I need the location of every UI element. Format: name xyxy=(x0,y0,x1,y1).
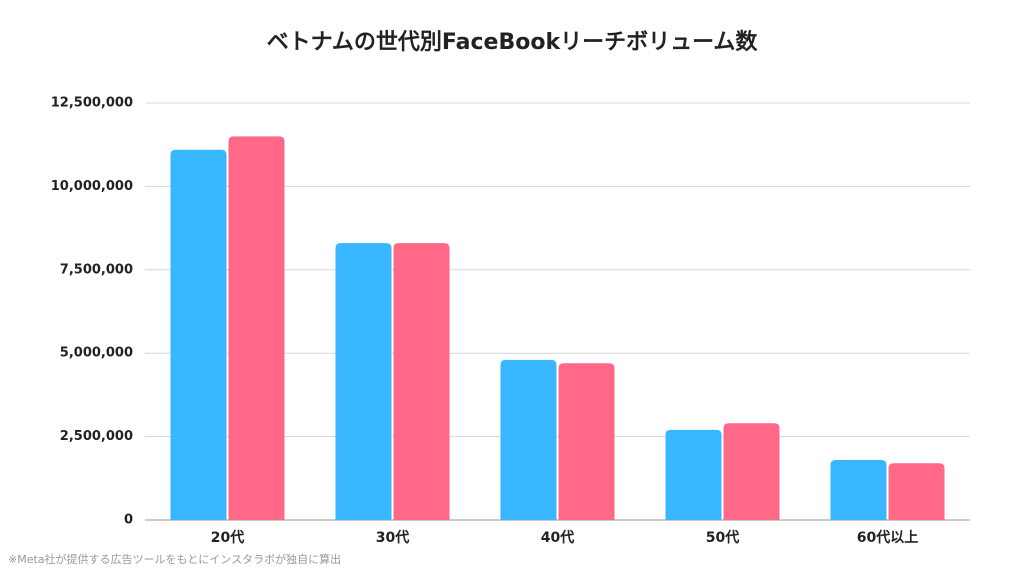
bar xyxy=(723,423,780,520)
bar xyxy=(830,459,887,520)
bar xyxy=(558,363,615,520)
bar xyxy=(335,243,392,520)
chart-title: ベトナムの世代別FaceBookリーチボリューム数 xyxy=(267,29,759,55)
y-tick-label: 0 xyxy=(124,513,133,528)
bar xyxy=(170,149,227,521)
footnote: ※Meta社が提供する広告ツールをもとにインスタラボが独自に算出 xyxy=(8,552,341,566)
bar xyxy=(393,243,450,520)
x-tick-label: 40代 xyxy=(541,529,574,546)
x-tick-label: 20代 xyxy=(211,529,244,546)
bar xyxy=(665,429,722,520)
y-tick-label: 7,500,000 xyxy=(60,262,133,277)
y-tick-label: 12,500,000 xyxy=(51,96,133,111)
y-tick-label: 5,000,000 xyxy=(60,346,133,361)
bar xyxy=(888,463,945,520)
x-tick-label: 30代 xyxy=(376,529,409,546)
bar xyxy=(500,359,557,520)
bar xyxy=(228,136,285,521)
x-tick-label: 60代以上 xyxy=(857,529,918,546)
y-tick-label: 10,000,000 xyxy=(51,179,133,194)
x-tick-label: 50代 xyxy=(706,529,739,546)
y-tick-label: 2,500,000 xyxy=(60,429,133,444)
